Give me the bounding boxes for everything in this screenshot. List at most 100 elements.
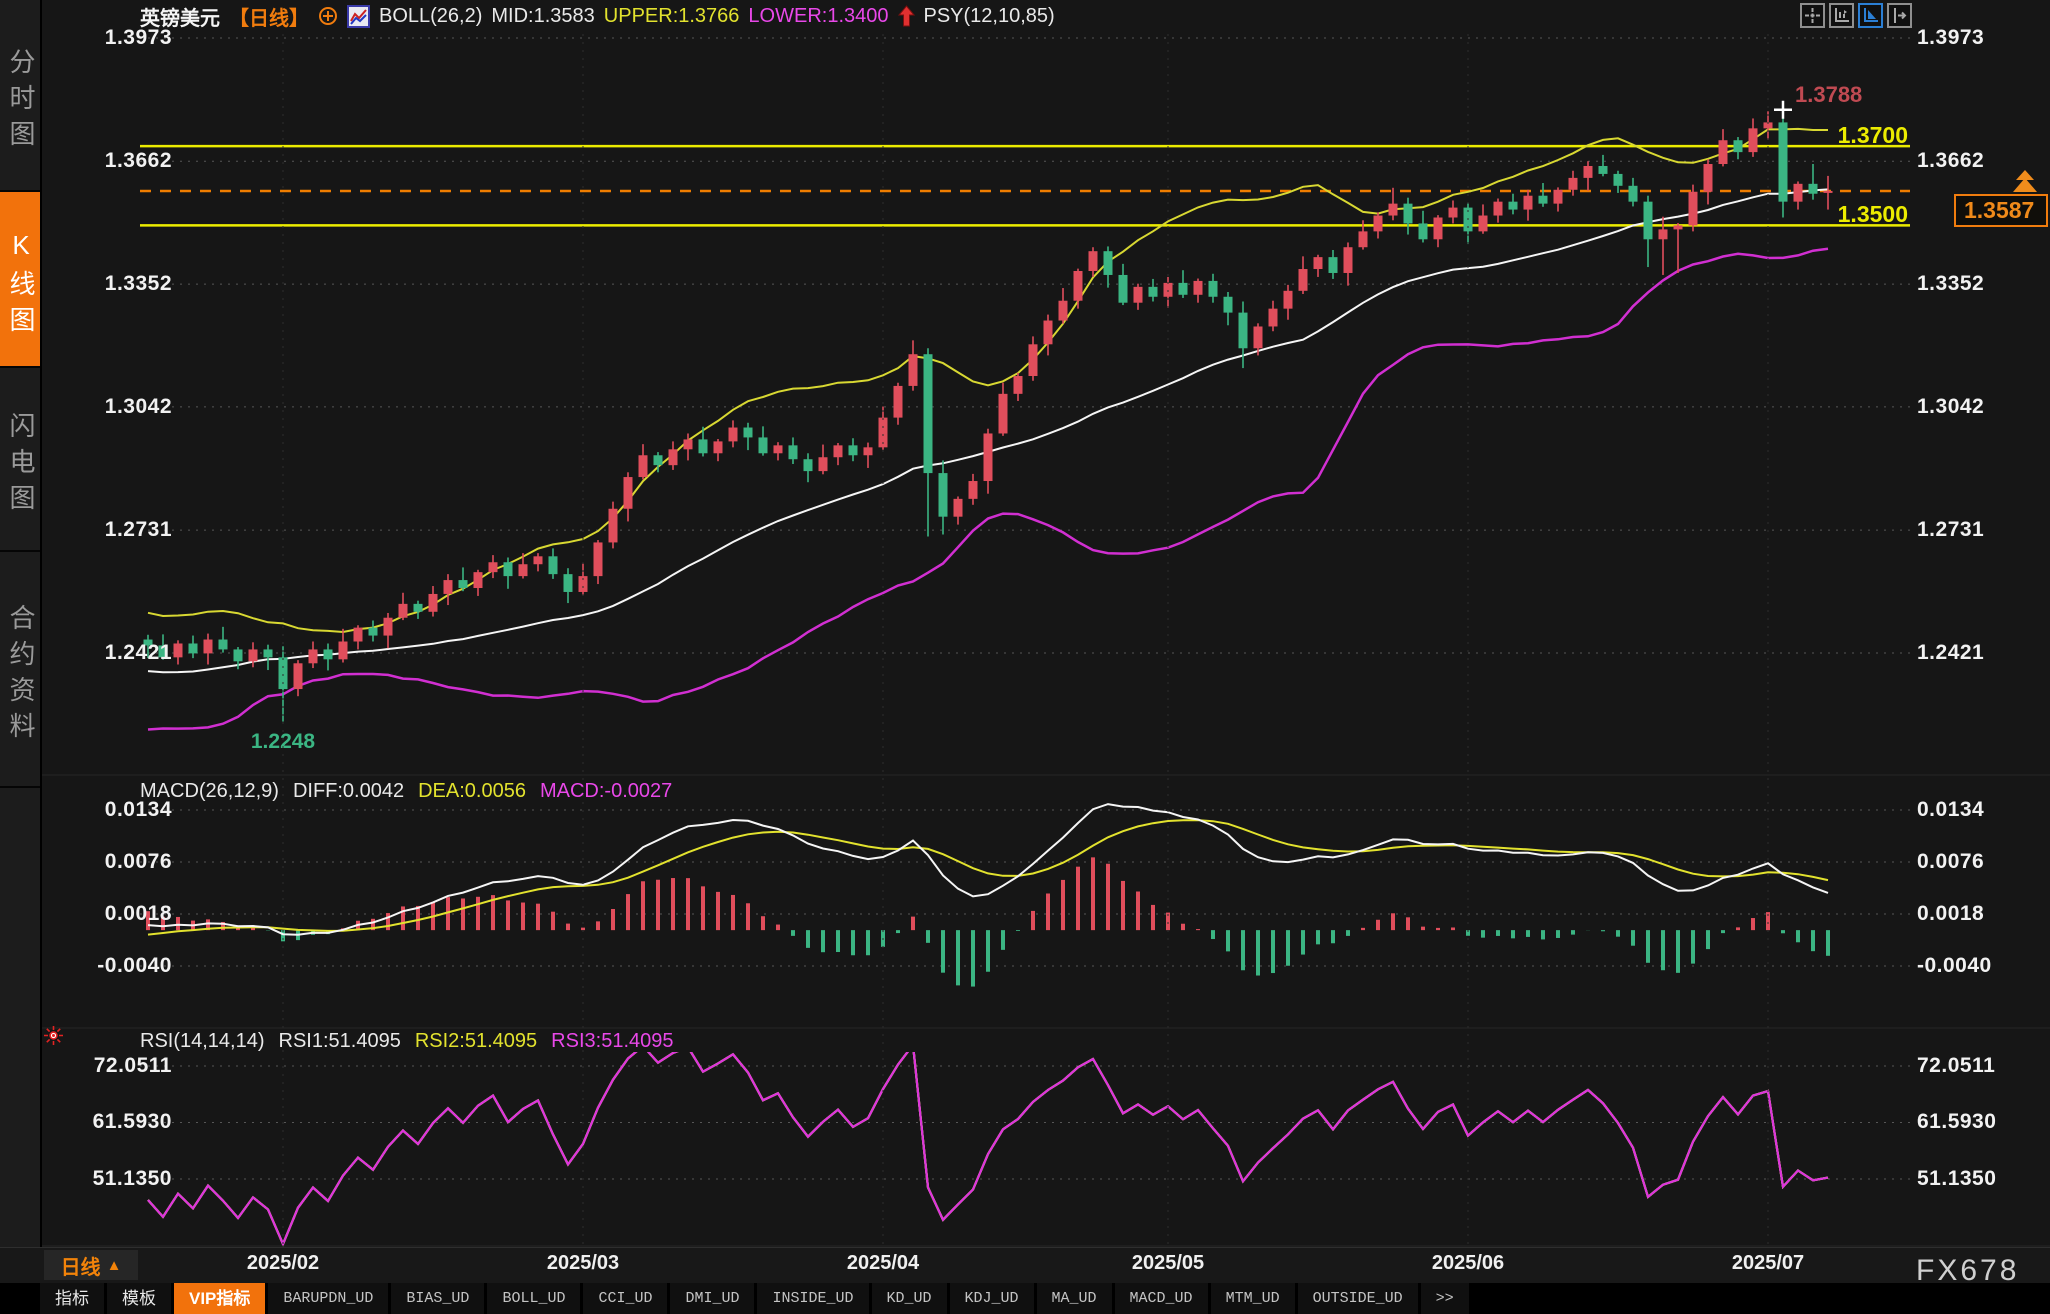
tab-ma_ud[interactable]: MA_UD xyxy=(1036,1283,1112,1314)
collapse-panel-icon[interactable] xyxy=(1887,3,1912,28)
boll-label: BOLL(26,2) xyxy=(379,4,483,27)
tab-barupdn_ud[interactable]: BARUPDN_UD xyxy=(268,1283,389,1314)
macd-diff-line xyxy=(147,803,1829,936)
chart-type-icon[interactable] xyxy=(347,4,370,28)
tab-[interactable]: >> xyxy=(1420,1283,1469,1314)
up-arrow-icon xyxy=(897,5,915,27)
tab-cci_ud[interactable]: CCI_UD xyxy=(583,1283,668,1314)
tab-mtm_ud[interactable]: MTM_UD xyxy=(1210,1283,1295,1314)
price-tick-left: 1.3042 xyxy=(104,394,172,418)
macd-tick-right: 0.0018 xyxy=(1917,901,1985,925)
chart-header: 英镑美元 【日线】 BOLL(26,2) MID:1.3583 UPPER:1.… xyxy=(140,2,1055,30)
tab-[interactable]: 模板 xyxy=(107,1283,171,1314)
chart-toolbar xyxy=(1800,3,1912,28)
watermark: FX678 xyxy=(1916,1254,2020,1287)
tab-inside_ud[interactable]: INSIDE_UD xyxy=(757,1283,869,1314)
macd-tick-left: 0.0076 xyxy=(104,849,172,873)
rsi-line-3 xyxy=(147,1052,1829,1247)
axis-scale-icon[interactable] xyxy=(1829,3,1854,28)
psy-label: PSY(12,10,85) xyxy=(923,4,1055,27)
price-tick-left: 1.2731 xyxy=(104,518,172,542)
tab-macd_ud[interactable]: MACD_UD xyxy=(1114,1283,1208,1314)
indicator-tabs: 指标 模板 VIP指标 BARUPDN_UD BIAS_UD BOLL_UD CCI_UD D… xyxy=(40,1283,1469,1314)
low-price-label: 1.2248 xyxy=(250,729,316,753)
left-sidebar: 分时图 K线图 闪电图 合约资料 xyxy=(0,0,42,1314)
macd-dea-value: DEA:0.0056 xyxy=(418,780,526,802)
boll-upper-value: UPPER:1.3766 xyxy=(603,4,740,27)
bollinger-upper-line xyxy=(147,127,1828,634)
caret-up-icon: ▲ xyxy=(106,1256,122,1274)
month-label: 2025/04 xyxy=(846,1252,920,1274)
candles-layer xyxy=(143,109,1833,722)
bollinger-lower-line xyxy=(147,247,1829,731)
price-tick-left: 1.3352 xyxy=(104,272,172,296)
rsi-tick-left: 61.5930 xyxy=(92,1110,172,1134)
tab-boll_ud[interactable]: BOLL_UD xyxy=(487,1283,581,1314)
price-tick-left: 1.2421 xyxy=(104,640,172,664)
price-tick-right: 1.2731 xyxy=(1917,518,1985,542)
price-tick-right: 1.3973 xyxy=(1917,26,1985,49)
rsi-tick-right: 61.5930 xyxy=(1917,1110,1997,1134)
macd-header: MACD(26,12,9) DIFF:0.0042 DEA:0.0056 MAC… xyxy=(140,780,672,803)
price-tick-right: 1.2421 xyxy=(1917,640,1985,664)
rsi2-value: RSI2:51.4095 xyxy=(414,1030,538,1052)
main-panel xyxy=(140,37,1910,731)
add-indicator-icon[interactable] xyxy=(318,6,338,26)
rsi1-value: RSI1:51.4095 xyxy=(278,1030,401,1052)
indicator-tabstrip: 指标 模板 VIP指标 BARUPDN_UD BIAS_UD BOLL_UD CCI_UD D… xyxy=(0,1283,2050,1314)
symbol-name: 英镑美元 xyxy=(140,7,220,30)
macd-title: MACD(26,12,9) xyxy=(140,780,279,802)
month-label: 2025/06 xyxy=(1431,1252,1505,1274)
macd-tick-right: -0.0040 xyxy=(1917,953,1992,977)
x-axis-strip xyxy=(0,1247,2050,1283)
price-tick-left: 1.3973 xyxy=(104,26,172,49)
hot-indicator-icon[interactable] xyxy=(44,1026,63,1050)
tab-[interactable]: 指标 xyxy=(40,1283,104,1314)
period-selector-button[interactable]: 日线 ▲ xyxy=(44,1250,138,1280)
month-label: 2025/07 xyxy=(1731,1252,1805,1274)
tab-kdj_ud[interactable]: KDJ_UD xyxy=(949,1283,1034,1314)
tab-dmi_ud[interactable]: DMI_UD xyxy=(670,1283,755,1314)
macd-histogram xyxy=(146,857,1830,987)
tab-vip[interactable]: VIP指标 xyxy=(174,1283,266,1314)
macd-tick-right: 0.0076 xyxy=(1917,849,1985,873)
sidebar-item-lightning-chart[interactable]: 闪电图 xyxy=(0,368,40,552)
price-tick-right: 1.3042 xyxy=(1917,394,1985,418)
tab-bias_ud[interactable]: BIAS_UD xyxy=(391,1283,485,1314)
sidebar-item-contract-info[interactable]: 合约资料 xyxy=(0,552,40,788)
boll-lower-value: LOWER:1.3400 xyxy=(748,4,889,27)
rsi-tick-right: 51.1350 xyxy=(1917,1166,1997,1190)
level-label-13700: 1.3700 xyxy=(1837,122,1908,148)
macd-dea-line xyxy=(147,819,1829,936)
tab-kd_ud[interactable]: KD_UD xyxy=(871,1283,947,1314)
current-price-tag: 1.3587 xyxy=(1954,194,2048,227)
auto-scale-icon[interactable] xyxy=(1858,3,1883,28)
sidebar-item-time-chart[interactable]: 分时图 xyxy=(0,0,40,192)
rsi-tick-left: 51.1350 xyxy=(92,1166,172,1190)
tab-outside_ud[interactable]: OUTSIDE_UD xyxy=(1297,1283,1418,1314)
rsi-tick-left: 72.0511 xyxy=(93,1054,172,1077)
rsi-panel xyxy=(140,1052,1910,1247)
month-label: 2025/05 xyxy=(1131,1252,1205,1274)
rsi3-value: RSI3:51.4095 xyxy=(551,1030,674,1052)
macd-panel xyxy=(140,803,1910,987)
macd-tick-right: 0.0134 xyxy=(1917,798,1985,821)
pan-tool-icon[interactable] xyxy=(1800,3,1825,28)
rsi-header: RSI(14,14,14) RSI1:51.4095 RSI2:51.4095 … xyxy=(140,1030,674,1053)
macd-diff-value: DIFF:0.0042 xyxy=(292,780,405,802)
price-tick-right: 1.3662 xyxy=(1917,149,1985,173)
level-label-13500: 1.3500 xyxy=(1837,201,1908,227)
month-label: 2025/03 xyxy=(546,1252,620,1274)
rsi-title: RSI(14,14,14) xyxy=(140,1030,265,1052)
price-tick-left: 1.3662 xyxy=(104,149,172,173)
sidebar-item-kline-chart[interactable]: K线图 xyxy=(0,192,40,368)
period-label: 【日线】 xyxy=(229,7,309,30)
month-label: 2025/02 xyxy=(246,1252,320,1274)
macd-tick-left: 0.0018 xyxy=(104,901,172,925)
boll-mid-value: MID:1.3583 xyxy=(491,4,595,27)
high-cross-marker xyxy=(1774,100,1792,119)
macd-tick-left: -0.0040 xyxy=(97,953,172,977)
corner-block xyxy=(0,1283,40,1314)
